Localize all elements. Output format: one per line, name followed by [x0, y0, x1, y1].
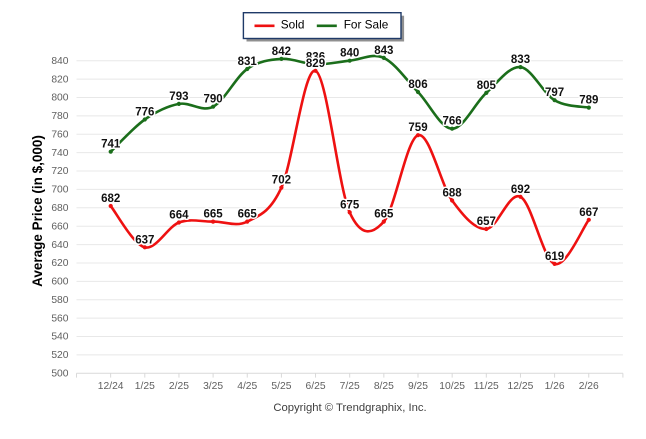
- svg-text:780: 780: [51, 111, 68, 122]
- svg-text:797: 797: [545, 87, 564, 99]
- svg-text:805: 805: [477, 80, 497, 92]
- svg-text:820: 820: [51, 74, 68, 85]
- svg-text:500: 500: [51, 369, 68, 380]
- svg-text:700: 700: [51, 185, 68, 196]
- svg-text:842: 842: [272, 46, 291, 58]
- svg-text:675: 675: [340, 199, 360, 211]
- svg-text:664: 664: [169, 210, 189, 222]
- svg-text:640: 640: [51, 240, 68, 251]
- svg-text:760: 760: [51, 129, 68, 140]
- svg-text:688: 688: [443, 188, 463, 200]
- svg-text:667: 667: [579, 207, 598, 219]
- svg-text:790: 790: [204, 94, 223, 106]
- svg-text:741: 741: [101, 139, 121, 151]
- svg-text:12/24: 12/24: [98, 381, 124, 392]
- svg-text:806: 806: [408, 79, 427, 91]
- svg-text:2/26: 2/26: [579, 381, 599, 392]
- svg-text:759: 759: [408, 122, 427, 134]
- svg-text:789: 789: [579, 95, 598, 107]
- svg-text:1/25: 1/25: [135, 381, 155, 392]
- svg-text:793: 793: [169, 91, 188, 103]
- svg-text:836: 836: [306, 51, 325, 63]
- svg-text:4/25: 4/25: [237, 381, 257, 392]
- svg-text:600: 600: [51, 277, 68, 288]
- svg-text:702: 702: [272, 175, 291, 187]
- svg-text:560: 560: [51, 313, 68, 324]
- svg-text:829: 829: [306, 58, 325, 70]
- svg-text:843: 843: [374, 45, 393, 57]
- svg-text:619: 619: [545, 251, 564, 263]
- svg-text:620: 620: [51, 258, 68, 269]
- svg-text:637: 637: [135, 234, 154, 246]
- svg-text:720: 720: [51, 166, 68, 177]
- svg-text:10/25: 10/25: [439, 381, 465, 392]
- svg-text:2/25: 2/25: [169, 381, 189, 392]
- svg-text:776: 776: [135, 107, 154, 119]
- svg-text:831: 831: [238, 56, 258, 68]
- svg-text:840: 840: [340, 48, 359, 60]
- svg-text:12/25: 12/25: [508, 381, 534, 392]
- svg-text:520: 520: [51, 350, 68, 361]
- svg-text:8/25: 8/25: [374, 381, 394, 392]
- svg-text:Copyright © Trendgraphix, Inc.: Copyright © Trendgraphix, Inc.: [273, 402, 426, 414]
- svg-text:1/26: 1/26: [545, 381, 565, 392]
- svg-text:680: 680: [51, 203, 68, 214]
- svg-text:For Sale: For Sale: [344, 18, 389, 32]
- svg-text:692: 692: [511, 184, 530, 196]
- svg-text:Average Price (in $,000): Average Price (in $,000): [30, 135, 45, 287]
- svg-text:3/25: 3/25: [203, 381, 223, 392]
- svg-text:800: 800: [51, 93, 68, 104]
- svg-text:665: 665: [374, 209, 394, 221]
- svg-text:665: 665: [238, 209, 258, 221]
- svg-text:7/25: 7/25: [340, 381, 360, 392]
- svg-text:833: 833: [511, 54, 530, 66]
- svg-text:660: 660: [51, 221, 68, 232]
- svg-text:580: 580: [51, 295, 68, 306]
- svg-text:740: 740: [51, 148, 68, 159]
- svg-text:665: 665: [204, 209, 224, 221]
- svg-text:9/25: 9/25: [408, 381, 428, 392]
- svg-text:657: 657: [477, 216, 496, 228]
- svg-text:840: 840: [51, 56, 68, 67]
- svg-text:11/25: 11/25: [474, 381, 499, 392]
- svg-text:Sold: Sold: [281, 18, 305, 32]
- svg-text:5/25: 5/25: [271, 381, 291, 392]
- svg-text:766: 766: [443, 116, 462, 128]
- svg-text:6/25: 6/25: [306, 381, 326, 392]
- svg-text:540: 540: [51, 332, 68, 343]
- svg-text:682: 682: [101, 193, 120, 205]
